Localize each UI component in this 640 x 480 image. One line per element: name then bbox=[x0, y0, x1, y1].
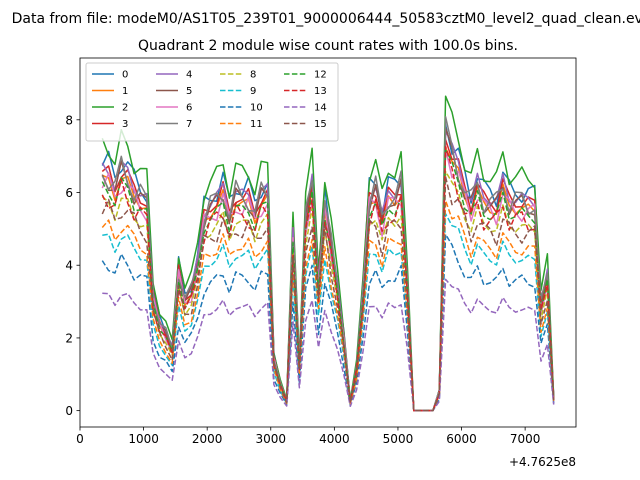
axes-frame bbox=[79, 57, 577, 428]
y-tick-label: 2 bbox=[65, 331, 73, 345]
legend-box bbox=[85, 62, 339, 142]
x-offset-label: +4.7625e8 bbox=[509, 455, 576, 469]
legend-label-6: 6 bbox=[186, 103, 192, 114]
legend-label-15: 15 bbox=[314, 119, 327, 130]
legend-label-5: 5 bbox=[186, 86, 192, 97]
series-line-2 bbox=[101, 95, 555, 412]
series-line-14 bbox=[102, 278, 555, 412]
series-lines bbox=[101, 95, 555, 412]
y-tick-label: 0 bbox=[65, 404, 73, 418]
legend-label-2: 2 bbox=[122, 103, 128, 114]
legend-label-10: 10 bbox=[250, 103, 263, 114]
legend-label-1: 1 bbox=[122, 86, 128, 97]
x-tick-label: 0 bbox=[76, 432, 84, 446]
series-line-15 bbox=[101, 176, 555, 412]
figure-suptitle: Data from file: modeM0/AS1T05_239T01_900… bbox=[12, 11, 640, 27]
x-tick-label: 7000 bbox=[510, 432, 541, 446]
x-tick-label: 1000 bbox=[128, 432, 159, 446]
series-line-0 bbox=[101, 124, 555, 412]
x-tick-label: 6000 bbox=[446, 432, 477, 446]
x-tick-label: 5000 bbox=[383, 432, 414, 446]
legend-label-12: 12 bbox=[314, 70, 327, 81]
y-tick-label: 6 bbox=[65, 186, 73, 200]
y-tick-label: 4 bbox=[65, 259, 73, 273]
legend-label-3: 3 bbox=[122, 119, 128, 130]
legend-label-13: 13 bbox=[314, 86, 327, 97]
legend-label-4: 4 bbox=[186, 70, 192, 81]
series-line-5 bbox=[101, 127, 555, 412]
legend-label-0: 0 bbox=[122, 70, 128, 81]
series-line-3 bbox=[101, 138, 555, 412]
legend-label-8: 8 bbox=[250, 70, 256, 81]
legend-label-14: 14 bbox=[314, 103, 327, 114]
legend-label-7: 7 bbox=[186, 119, 192, 130]
x-tick-label: 3000 bbox=[255, 432, 286, 446]
legend-label-9: 9 bbox=[250, 86, 256, 97]
x-tick-label: 4000 bbox=[319, 432, 350, 446]
series-line-11 bbox=[101, 199, 555, 412]
series-line-10 bbox=[101, 233, 555, 412]
legend-label-11: 11 bbox=[250, 119, 263, 130]
plot-area: 0 1000 2000 3000 4000 5000 6000 700002468012345… bbox=[65, 57, 577, 446]
y-tick-label: 8 bbox=[65, 113, 73, 127]
chart-title: Quadrant 2 module wise count rates with … bbox=[138, 38, 518, 54]
x-tick-label: 2000 bbox=[192, 432, 223, 446]
